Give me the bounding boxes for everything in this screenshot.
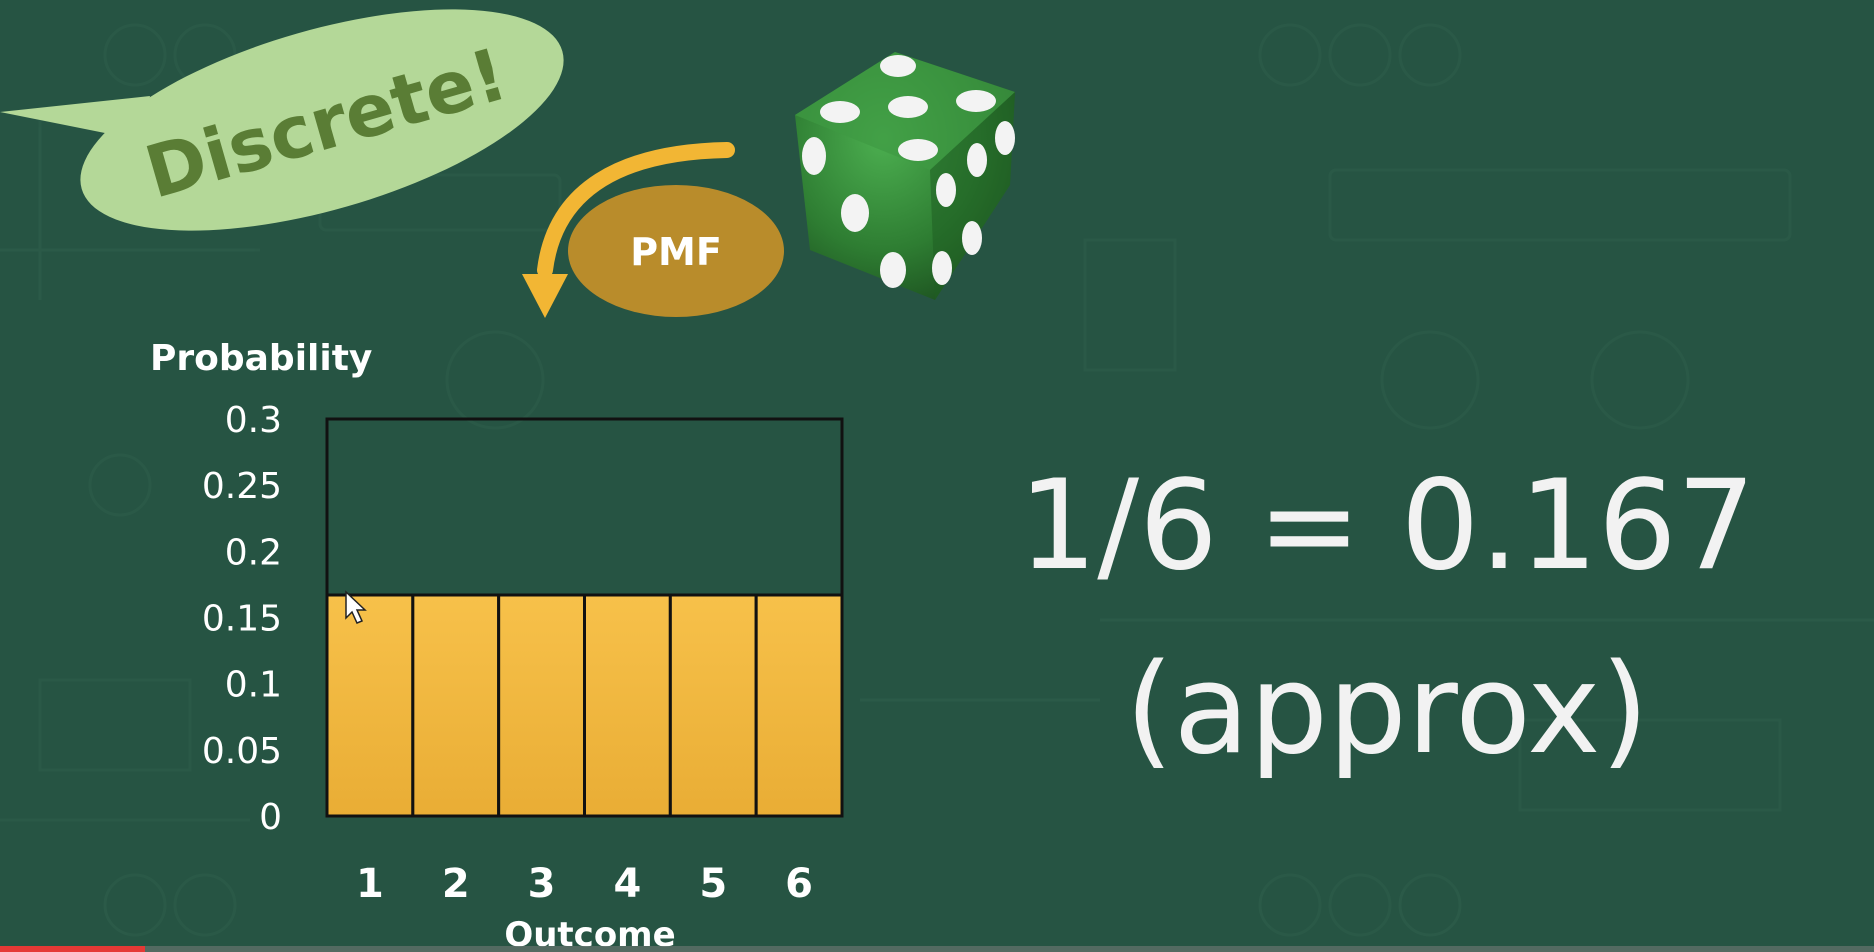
x-tick-label: 2	[442, 861, 470, 907]
curved-arrow-icon	[522, 142, 735, 318]
circuit-background	[0, 23, 1874, 937]
y-tick-label: 0	[259, 797, 282, 838]
progress-played	[0, 946, 145, 952]
x-tick-label: 3	[528, 861, 556, 907]
bar-outcome-1	[325, 593, 415, 818]
x-tick-label: 1	[356, 861, 384, 907]
y-tick-label: 0.3	[225, 400, 282, 441]
speech-bubble-callout: Discrete!	[0, 9, 564, 231]
y-tick-label: 0.2	[225, 532, 282, 573]
bar-outcome-5	[668, 593, 758, 818]
bar-outcome-2	[411, 593, 501, 818]
bar-outcome-3	[497, 593, 586, 818]
mouse-cursor-icon	[345, 590, 367, 624]
x-tick-label: 4	[613, 861, 641, 907]
video-progress-bar[interactable]	[0, 946, 1874, 952]
die-icon	[795, 52, 1015, 300]
pmf-label-badge: PMF	[568, 185, 784, 317]
y-tick-label: 0.15	[202, 599, 282, 640]
x-axis-label: Outcome	[504, 915, 675, 952]
y-axis-label: Probability	[150, 338, 372, 379]
x-tick-label: 5	[699, 861, 727, 907]
fraction-annotation: 1/6 = 0.167	[1018, 454, 1755, 598]
y-tick-label: 0.05	[202, 731, 282, 772]
y-tick-label: 0.1	[225, 665, 282, 706]
pmf-label: PMF	[630, 230, 722, 274]
pmf-bar-chart: Probability 0 0.05 0.1 0.15 0.2 0.25 0.3 1 2 3 4 5…	[150, 338, 844, 952]
x-tick-label: 6	[785, 861, 813, 907]
bar-outcome-6	[754, 593, 844, 818]
approx-annotation: (approx)	[1125, 638, 1649, 782]
bar-outcome-4	[583, 593, 672, 818]
y-tick-label: 0.25	[202, 466, 282, 507]
